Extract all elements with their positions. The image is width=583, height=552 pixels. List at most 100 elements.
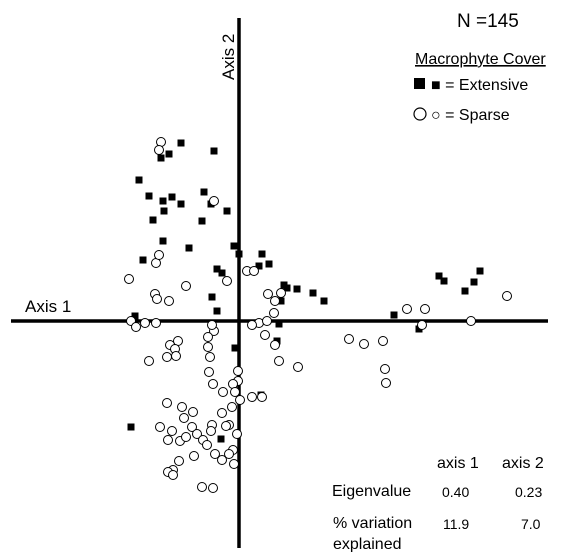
point-sparse (177, 402, 187, 412)
point-extensive (435, 272, 443, 280)
point-sparse (206, 426, 216, 436)
point-sparse (466, 316, 476, 326)
point-sparse (247, 392, 257, 402)
chart-title: N =145 (457, 11, 519, 32)
point-sparse (179, 413, 189, 423)
point-extensive (213, 265, 221, 273)
point-sparse (192, 429, 202, 439)
point-extensive (283, 284, 291, 292)
legend-entry-sparse: ○ = Sparse (431, 107, 510, 124)
point-sparse (274, 356, 284, 366)
point-extensive (177, 200, 185, 208)
point-sparse (181, 281, 191, 291)
point-extensive (293, 285, 301, 293)
point-sparse (154, 250, 164, 260)
point-extensive (217, 435, 225, 443)
point-sparse (187, 422, 197, 432)
point-sparse (378, 336, 388, 346)
point-sparse (293, 362, 303, 372)
point-extensive (127, 423, 135, 431)
point-sparse (221, 421, 231, 431)
point-sparse (181, 432, 191, 442)
point-extensive (258, 250, 266, 258)
point-extensive (230, 242, 238, 250)
stats-col-header-axis1: axis 1 (437, 455, 479, 472)
point-extensive (200, 188, 208, 196)
point-sparse (167, 426, 177, 436)
point-sparse (140, 318, 150, 328)
point-extensive (223, 207, 231, 215)
point-sparse (174, 456, 184, 466)
point-sparse (230, 387, 240, 397)
point-sparse (203, 342, 213, 352)
point-sparse (249, 266, 259, 276)
point-sparse (162, 352, 172, 362)
point-sparse (417, 320, 427, 330)
point-sparse (171, 351, 181, 361)
point-extensive (320, 297, 328, 305)
point-sparse (162, 398, 172, 408)
point-extensive (277, 297, 285, 305)
point-sparse (210, 449, 220, 459)
point-extensive (157, 154, 165, 162)
point-sparse (208, 483, 218, 493)
axis-2-label: Axis 2 (219, 34, 238, 80)
point-extensive (213, 307, 221, 315)
point-extensive (390, 311, 398, 319)
point-extensive (470, 278, 478, 286)
point-sparse (380, 364, 390, 374)
point-sparse (247, 320, 257, 330)
point-sparse (222, 276, 232, 286)
point-sparse (189, 451, 199, 461)
point-extensive (235, 250, 243, 258)
point-sparse (154, 145, 164, 155)
point-sparse (344, 334, 354, 344)
point-sparse (218, 387, 228, 397)
point-sparse (204, 367, 214, 377)
point-extensive (165, 150, 173, 158)
point-extensive (255, 262, 263, 270)
point-sparse (188, 407, 198, 417)
point-sparse (257, 392, 267, 402)
point-sparse (197, 482, 207, 492)
point-extensive (168, 193, 176, 201)
point-sparse (232, 429, 242, 439)
stats-table: axis 1 axis 2 Eigenvalue 0.40 0.23 % var… (332, 455, 544, 552)
point-sparse (263, 289, 273, 299)
point-extensive (461, 287, 469, 295)
point-sparse (151, 318, 161, 328)
point-extensive (177, 139, 185, 147)
data-points (124, 137, 512, 493)
point-extensive (231, 344, 239, 352)
point-sparse (168, 470, 178, 480)
stats-eigenvalue-axis1: 0.40 (442, 484, 469, 500)
point-sparse (262, 316, 272, 326)
point-sparse (402, 304, 412, 314)
point-extensive (198, 217, 206, 225)
point-sparse (217, 408, 227, 418)
stats-eigenvalue-axis2: 0.23 (515, 484, 542, 500)
point-sparse (205, 352, 215, 362)
point-extensive (139, 256, 147, 264)
point-sparse (217, 455, 227, 465)
point-sparse (203, 332, 213, 342)
point-sparse (270, 296, 280, 306)
point-sparse (381, 378, 391, 388)
point-sparse (155, 422, 165, 432)
point-sparse (233, 366, 243, 376)
point-sparse (164, 296, 174, 306)
stats-row-label-variation-line1: % variation (333, 515, 412, 532)
point-sparse (227, 402, 237, 412)
legend-title: Macrophyte Cover (415, 51, 546, 68)
point-extensive (265, 260, 273, 268)
axis-1-label: Axis 1 (25, 297, 71, 316)
point-sparse (202, 440, 212, 450)
point-sparse (224, 449, 234, 459)
point-sparse (131, 322, 141, 332)
stats-variation-axis2: 7.0 (521, 516, 541, 532)
point-extensive (149, 216, 157, 224)
point-sparse (152, 294, 162, 304)
point-sparse (229, 459, 239, 469)
point-sparse (207, 320, 217, 330)
point-sparse (209, 196, 219, 206)
